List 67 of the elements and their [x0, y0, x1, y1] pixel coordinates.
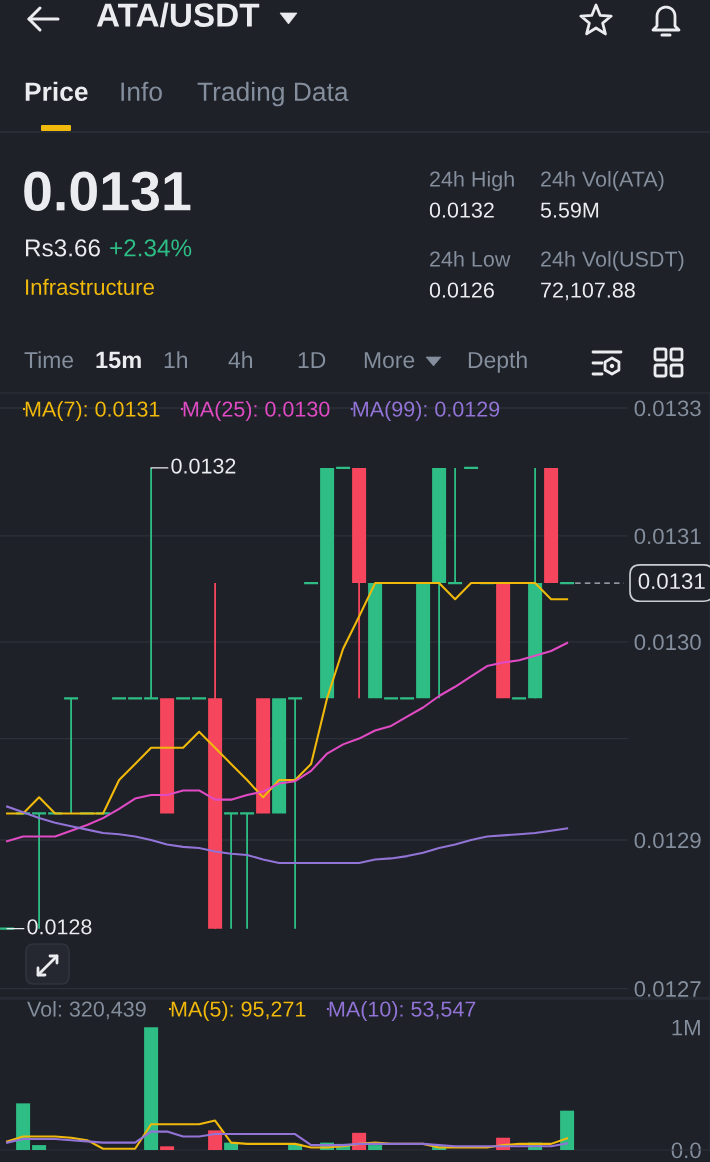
text: 4h: [228, 351, 252, 368]
bar: [144, 1027, 159, 1150]
y-tick-label: 0.0133: [634, 400, 701, 417]
candlestick: [462, 466, 480, 469]
candlestick: [126, 697, 144, 700]
chart-title: ATA/USDT: [96, 2, 260, 28]
text: 24h Vol(ATA): [541, 170, 664, 192]
legend-label: MA(25): 0.0130: [183, 400, 330, 422]
text: Price: [25, 81, 88, 102]
candlestick: [510, 697, 528, 700]
line-series: [6, 1119, 569, 1150]
line-series: [6, 1130, 569, 1148]
text: 0.0132: [429, 202, 494, 218]
legend-label: MA(99): 0.0129: [353, 400, 500, 422]
candlestick: [558, 581, 576, 585]
bar: [160, 1146, 175, 1150]
text: +2.34%: [110, 239, 192, 257]
candlestick: [382, 697, 400, 700]
text: Trading Data: [197, 81, 349, 107]
candlestick: [110, 697, 128, 700]
text: Info: [121, 81, 162, 102]
annotation: 0.0128: [27, 919, 92, 935]
candlestick: [446, 466, 464, 585]
annotation: Vol: 320,439: [27, 1000, 146, 1020]
candlestick: [222, 812, 240, 930]
y-tick-label: 0.0127: [634, 981, 701, 997]
annotation: 0.0132: [171, 458, 236, 474]
text: Infrastructure: [26, 278, 154, 295]
candlestick: [142, 466, 160, 700]
text: 72,107.88: [541, 282, 635, 301]
y-tick-label: 0.0130: [634, 634, 701, 651]
candlestick: [0, 927, 16, 930]
text: 1D: [298, 352, 326, 368]
text: 0.0131: [24, 171, 191, 211]
text: 15m: [96, 351, 141, 369]
y-tick-label: 0.0: [671, 1142, 701, 1159]
bar: [368, 1145, 383, 1150]
candlestick: [302, 581, 320, 585]
candlestick: [286, 697, 304, 930]
candlestick: [62, 697, 80, 815]
text: 24h High: [430, 170, 514, 192]
candlestick: [334, 466, 352, 469]
bar: [560, 1110, 575, 1150]
text: Depth: [468, 351, 527, 373]
legend-label: MA(7): 0.0131: [25, 400, 160, 422]
line-series: [6, 582, 569, 815]
text: Rs3.66: [25, 239, 100, 257]
text: More: [364, 352, 415, 369]
line-series: [6, 641, 569, 843]
line-series: [6, 805, 569, 865]
text: 0.0126: [429, 282, 494, 298]
y-tick-label: 1M: [672, 1020, 700, 1036]
bar: [16, 1103, 31, 1150]
bar: [32, 1145, 47, 1150]
text: 1h: [164, 351, 187, 368]
y-tick-label: 0.0129: [634, 832, 701, 849]
candlestick: [190, 697, 208, 700]
text: 24h Vol(USDT): [541, 250, 684, 272]
text: 5.59M: [540, 202, 599, 218]
text: 24h Low: [430, 250, 511, 267]
candlestick: [398, 697, 416, 700]
text: Time: [24, 351, 74, 369]
legend-label: MA(10): 53,547: [329, 1000, 476, 1022]
candlestick: [174, 697, 192, 700]
y-tick-label: 0.0131: [634, 528, 701, 545]
legend-label: MA(5): 95,271: [171, 1000, 306, 1022]
candlestick: [238, 812, 256, 930]
